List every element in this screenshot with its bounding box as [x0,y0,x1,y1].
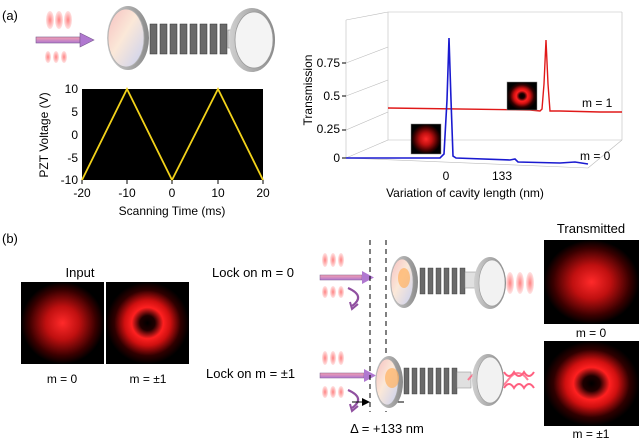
pzt-ytick: -5 [67,151,78,165]
pzt-ytick: 5 [71,105,78,119]
transmission-xlabel: Variation of cavity length (nm) [386,186,544,200]
series-label-m0: m = 0 [580,149,611,163]
cavity-diagram-m0 [390,256,534,309]
transmission-xtick: 0 [443,169,450,183]
pzt-plot-area [82,89,263,180]
transmission-xtick: 133 [492,169,512,183]
pzt-xtick: 10 [211,186,225,200]
pzt-xtick: -20 [73,186,91,200]
input-title: Input [66,265,95,280]
plot-3d-box [345,11,623,169]
inset-gaussian-mode [410,123,442,155]
lock-m1-beam [319,351,376,413]
series-m0-line [346,37,589,165]
cavity-diagram-a [107,6,275,72]
transmitted-title: Transmitted [557,221,625,236]
panel-label-b: (b) [2,231,18,246]
input-beam-icon [35,11,95,63]
lock-m0-label: Lock on m = 0 [212,265,294,280]
pzt-ylabel: PZT Voltage (V) [37,92,51,177]
pzt-ytick: -10 [61,173,79,187]
pzt-xtick: -10 [118,186,136,200]
transmission-ytick: 0.5 [323,89,340,103]
input-mode-m1 [106,282,189,364]
transmitted-mode-m0 [544,240,639,324]
transmission-ytick: 0 [333,151,340,165]
pzt-ytick: 10 [65,82,79,96]
transmitted-label-m1: m = ±1 [573,427,610,441]
transmission-ylabel: Transmission [301,55,315,126]
transmission-ytick: 0.25 [317,122,341,136]
lock-m0-beam [319,253,374,311]
transmission-ytick: 0.75 [317,56,341,70]
transmission-plot: 0 0.25 0.5 0.75 Transmission m = 1 m = 0… [301,11,623,200]
input-label-m1: m = ±1 [130,372,167,386]
pzt-ytick: 0 [71,128,78,142]
panel-label-a: (a) [2,8,18,23]
input-mode-m0 [21,282,104,364]
pzt-xtick: 20 [256,186,270,200]
delta-label: Δ = +133 nm [350,421,424,436]
pzt-xlabel: Scanning Time (ms) [119,204,226,218]
lock-m1-label: Lock on m = ±1 [206,366,295,381]
cavity-diagram-m1 [375,354,535,408]
series-m1-line [387,39,622,113]
pzt-xtick: 0 [169,186,176,200]
series-label-m1: m = 1 [582,96,613,110]
inset-donut-mode [506,81,538,111]
input-label-m0: m = 0 [47,372,78,386]
transmitted-mode-m1 [544,341,639,426]
transmitted-label-m0: m = 0 [576,326,607,340]
pzt-voltage-plot: -20 -10 0 10 20 10 5 0 -5 -10 Scanning T… [37,82,270,218]
